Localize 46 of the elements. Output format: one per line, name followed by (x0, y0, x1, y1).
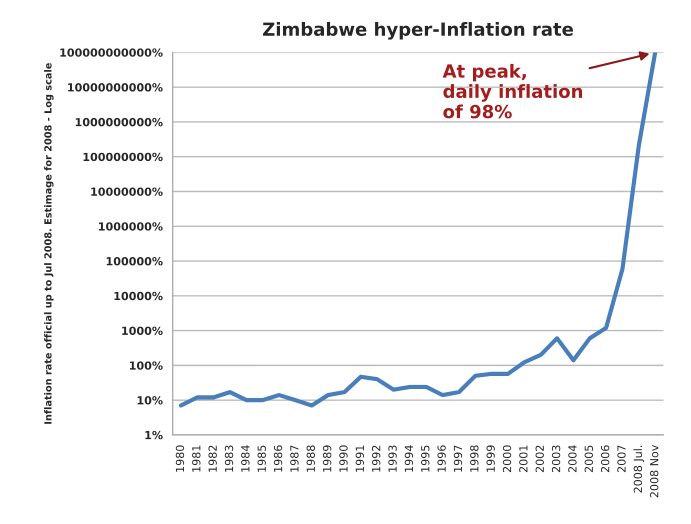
y-tick-label: 10000000000% (68, 83, 163, 92)
x-tick-label: 1987 (290, 446, 299, 472)
x-tick-label: 2008 Jul. (633, 446, 644, 493)
y-tick-label: 1000000% (99, 222, 163, 231)
x-tick-label: 1999 (486, 445, 495, 472)
x-tick-label: 2001 (519, 446, 528, 472)
x-tick-label: 1983 (224, 446, 234, 472)
y-tick-label: 1000% (122, 326, 163, 335)
y-tick-label: 10000000% (91, 187, 163, 196)
x-tick-label: 1980 (176, 445, 184, 472)
y-tick-label: 100000% (106, 257, 163, 266)
x-tick-label: 1991 (356, 446, 364, 472)
x-tick-label: 1982 (208, 446, 217, 472)
x-tick-label: 2005 (584, 446, 593, 472)
x-tick-label: 1988 (306, 445, 315, 472)
x-tick-label: 1993 (388, 446, 397, 472)
x-tick-label: 2003 (552, 446, 560, 472)
annotation: At peak, daily inflation of 98% (442, 64, 582, 118)
x-tick-label: 1996 (437, 445, 446, 472)
y-tick-label: 100% (130, 361, 163, 370)
y-tick-label: 100000000% (84, 152, 163, 162)
y-tick-label: 10000% (114, 292, 163, 300)
x-tick-label: 2002 (536, 446, 544, 472)
x-tick-label: 1995 (421, 446, 430, 472)
y-axis-title: Inflation rate official up to Jul 2008. Estimage for 2008 - Log scale (44, 63, 54, 424)
x-tick-label: 2000 (502, 445, 512, 472)
x-tick-label: 2008 Nov (650, 444, 658, 498)
x-tick-label: 1985 (258, 446, 266, 472)
chart-title: Zimbabwe hyper-Inflation rate (263, 22, 574, 40)
x-tick-label: 1992 (372, 446, 380, 472)
x-tick-label: 2004 (568, 445, 577, 472)
x-tick-label: 1984 (241, 445, 250, 472)
x-tick-label: 2006 (600, 445, 610, 472)
x-tick-label: 1981 (192, 446, 201, 472)
y-tick-label: 1% (145, 430, 163, 440)
x-tick-label: 2007 (617, 446, 626, 472)
x-tick-label: 1998 (470, 445, 479, 472)
x-tick-label: 1994 (404, 445, 414, 472)
y-tick-label: 100000000000% (60, 48, 163, 57)
line-series (178, 52, 658, 408)
x-tick-label: 1989 (322, 445, 332, 472)
y-tick-label: 1000000000% (76, 118, 163, 126)
x-tick-label: 1990 (339, 445, 348, 472)
y-tick-label: 10% (138, 396, 163, 405)
x-tick-label: 1997 (454, 446, 462, 472)
x-tick-label: 1986 (274, 445, 282, 472)
